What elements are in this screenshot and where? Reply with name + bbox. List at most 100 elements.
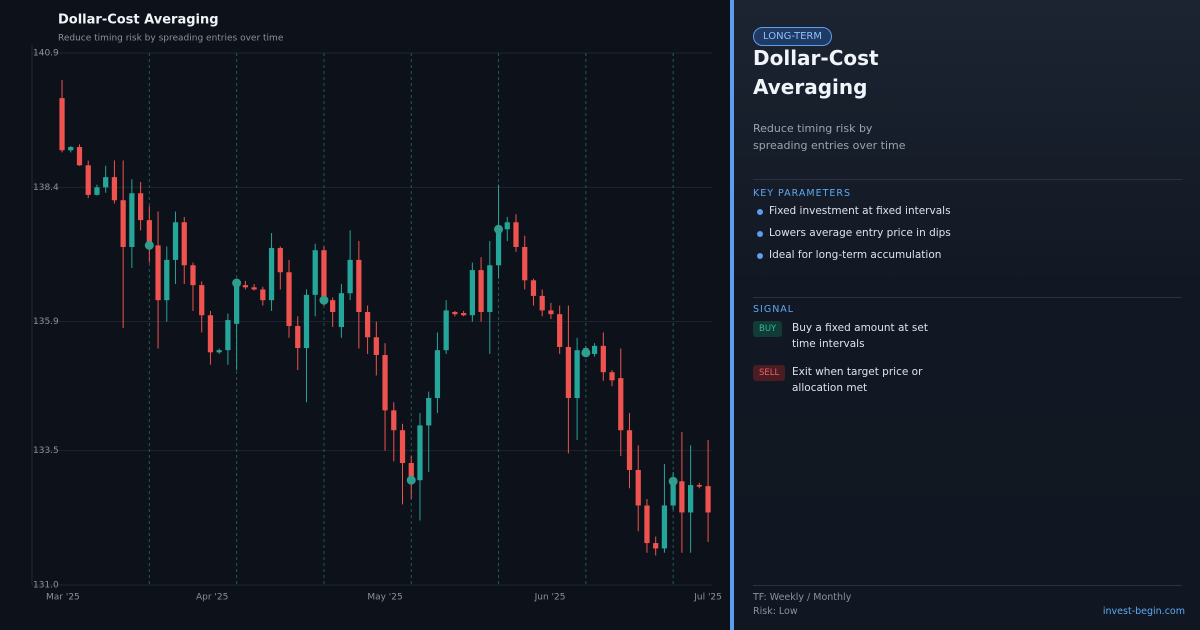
candle-body xyxy=(609,372,615,381)
bullet xyxy=(757,231,763,237)
candle-body xyxy=(548,310,554,315)
chart: Dollar-Cost Averaging Reduce timing risk… xyxy=(31,13,722,603)
y-tick-label: 131.0 xyxy=(33,581,59,591)
candle-body xyxy=(504,222,510,230)
candle-body xyxy=(312,250,318,295)
candle-body xyxy=(216,350,222,353)
sell-tag: SELL xyxy=(753,365,786,381)
candle-body xyxy=(225,320,231,351)
candle-body xyxy=(277,248,283,273)
candle-body xyxy=(181,222,187,266)
candle-body xyxy=(207,315,214,353)
candle-body xyxy=(452,312,458,315)
parameter: Ideal for long-term accumulation xyxy=(757,249,942,261)
candle-body xyxy=(434,350,441,398)
parameter-text: Ideal for long-term accumulation xyxy=(769,249,942,261)
candle-body xyxy=(59,98,65,151)
x-tick-label: Jul '25 xyxy=(693,593,722,603)
chart-title: Dollar-Cost Averaging xyxy=(58,13,219,28)
candle-body xyxy=(242,285,248,288)
risk: Risk: Low xyxy=(753,606,798,617)
candle-body xyxy=(495,229,502,266)
entry-marker xyxy=(319,295,329,305)
chart-subtitle: Reduce timing risk by spreading entries … xyxy=(58,34,284,44)
candle-body xyxy=(661,505,668,549)
candle-body xyxy=(670,481,676,506)
candle-body xyxy=(172,222,179,260)
candle-body xyxy=(164,259,170,301)
signal-text: Buy a fixed amount at set time intervals xyxy=(792,322,928,350)
x-tick-label: Apr '25 xyxy=(196,593,228,603)
candle-body xyxy=(626,430,633,471)
site-link: invest-begin.com xyxy=(1102,606,1185,617)
candle-body xyxy=(426,397,432,426)
candle-body xyxy=(513,222,519,247)
entry-marker xyxy=(144,240,154,250)
entry-marker xyxy=(406,475,416,485)
candle-body xyxy=(679,481,685,513)
candle-body xyxy=(696,485,702,487)
candle-body xyxy=(539,295,545,311)
candle-body xyxy=(574,350,580,398)
candle-body xyxy=(653,543,659,549)
candle-body xyxy=(522,246,528,281)
candle-body xyxy=(190,265,196,286)
candle-body xyxy=(557,314,563,347)
candle-body xyxy=(251,287,257,290)
candle-body xyxy=(103,177,109,188)
candle-body xyxy=(635,470,641,506)
y-tick-label: 138.4 xyxy=(33,183,59,193)
candle-body xyxy=(408,463,414,481)
entry-marker xyxy=(232,278,242,288)
candle-body xyxy=(417,425,423,481)
candle-body xyxy=(286,272,292,326)
section-heading: KEY PARAMETERS xyxy=(753,188,852,199)
separator xyxy=(753,179,1182,180)
panel-description: Reduce timing risk by spreading entries … xyxy=(753,122,906,152)
section-heading: SIGNAL xyxy=(753,304,795,315)
y-tick-label: 133.5 xyxy=(33,446,59,456)
candle-body xyxy=(347,259,353,294)
candle-body xyxy=(260,289,266,301)
candle-body xyxy=(469,270,475,316)
entry-marker xyxy=(581,348,591,358)
entry-marker xyxy=(668,476,678,486)
candle-body xyxy=(644,505,650,544)
candle-body xyxy=(321,250,327,301)
bullet xyxy=(757,253,763,259)
parameter-text: Lowers average entry price in dips xyxy=(769,227,951,239)
separator xyxy=(753,297,1182,298)
candle-body xyxy=(120,200,126,247)
timeframe: TF: Weekly / Monthly xyxy=(753,592,852,603)
panel-title: Dollar-Cost Averaging xyxy=(753,46,879,99)
parameter-text: Fixed investment at fixed intervals xyxy=(769,205,951,217)
x-tick-label: May '25 xyxy=(367,593,402,603)
entry-marker xyxy=(494,224,504,234)
badge: LONG-TERM xyxy=(753,27,833,46)
candle-body xyxy=(600,345,606,373)
candle-body xyxy=(303,294,310,349)
candle-body xyxy=(687,485,694,513)
candle-body xyxy=(68,147,74,151)
candle-body xyxy=(268,248,275,301)
candle-body xyxy=(199,285,205,316)
y-tick-label: 135.9 xyxy=(33,317,59,327)
buy-tag: BUY xyxy=(753,321,783,337)
candle-body xyxy=(461,313,467,316)
candle-body xyxy=(85,165,91,195)
candle-body xyxy=(705,486,711,513)
signal-text: Exit when target price or allocation met xyxy=(792,366,923,394)
candle-body xyxy=(364,312,371,338)
candle-body xyxy=(295,325,301,349)
candle-body xyxy=(155,245,161,301)
candle-body xyxy=(76,147,83,166)
candle-body xyxy=(487,265,493,313)
candle-body xyxy=(591,345,598,354)
candle-body xyxy=(530,280,537,296)
y-tick-label: 140.9 xyxy=(33,49,59,59)
candle-body xyxy=(356,259,362,313)
candle-body xyxy=(391,410,397,431)
candle-body xyxy=(111,177,118,201)
parameter: Fixed investment at fixed intervals xyxy=(757,205,951,217)
bullet xyxy=(757,209,763,215)
